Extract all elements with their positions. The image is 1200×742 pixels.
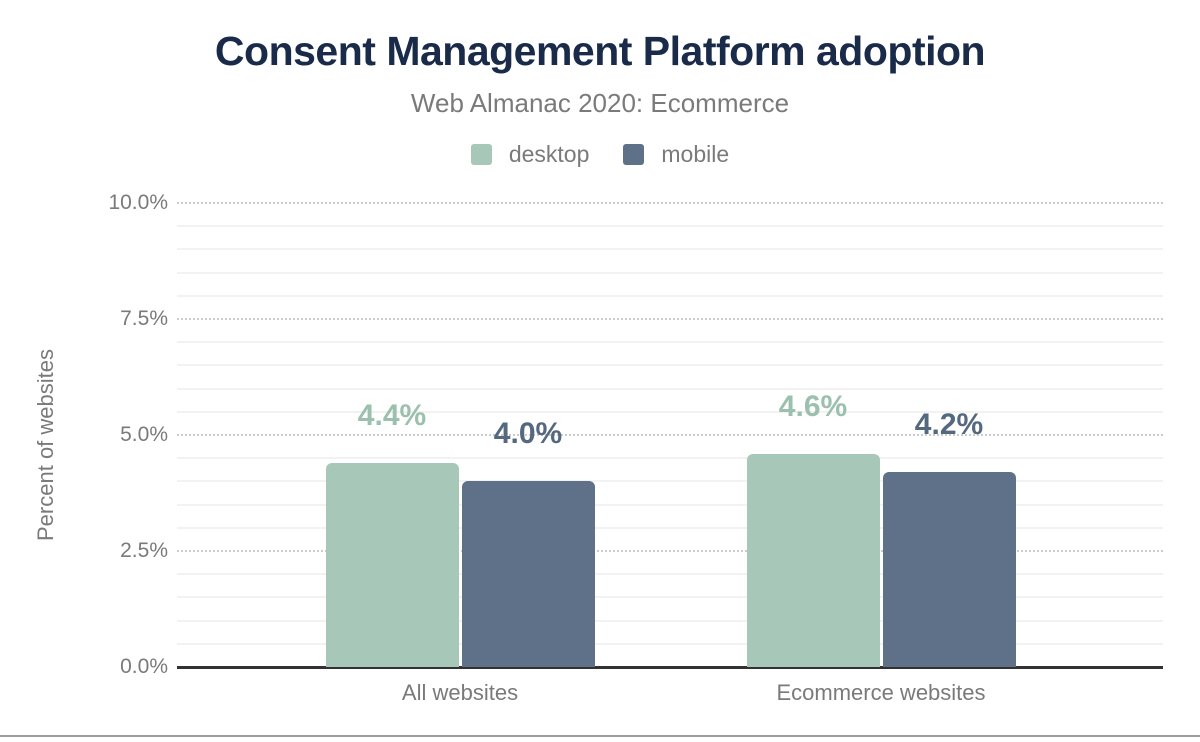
gridline-major — [177, 550, 1163, 552]
gridline-minor — [177, 225, 1163, 228]
gridline-minor — [177, 619, 1163, 622]
bar-value-label: 4.4% — [357, 398, 427, 432]
gridline-minor — [177, 410, 1163, 413]
plot-area: 4.4% 4.0% 4.6% 4.2% — [177, 202, 1163, 669]
chart-title: Consent Management Platform adoption — [214, 28, 986, 74]
bar-value-label: 4.0% — [493, 417, 563, 451]
bar-mobile — [461, 481, 595, 667]
legend-swatch-mobile-icon — [623, 144, 645, 165]
x-axis-line — [177, 666, 1163, 669]
bar-desktop — [746, 453, 880, 667]
gridline-minor — [177, 248, 1163, 251]
y-tick-label: 0.0% — [120, 655, 168, 678]
gridline-major — [177, 434, 1163, 436]
legend-label: desktop — [508, 141, 590, 167]
gridline-minor — [177, 294, 1163, 297]
legend-swatch-desktop-icon — [470, 144, 492, 165]
y-tick-label: 2.5% — [120, 539, 168, 562]
bar-value-label: 4.2% — [914, 408, 984, 442]
gridline-minor — [177, 387, 1163, 390]
gridline-minor — [177, 480, 1163, 483]
x-category-label: Ecommerce websites — [776, 680, 986, 705]
y-tick-label: 7.5% — [120, 307, 168, 330]
y-tick-label: 10.0% — [108, 191, 168, 214]
chart-subtitle: Web Almanac 2020: Ecommerce — [410, 88, 790, 118]
x-category-label: All websites — [401, 680, 519, 705]
bar-value-label: 4.6% — [778, 389, 848, 423]
legend-item-mobile: mobile — [623, 141, 729, 168]
gridline-minor — [177, 526, 1163, 529]
gridline-minor — [177, 271, 1163, 274]
footer-divider — [0, 735, 1200, 737]
gridline-minor — [177, 573, 1163, 576]
gridline-minor — [177, 503, 1163, 506]
gridline-minor — [177, 596, 1163, 599]
legend: desktop mobile — [0, 141, 1200, 168]
gridline-minor — [177, 364, 1163, 367]
gridline-major — [177, 202, 1163, 204]
legend-label: mobile — [661, 141, 730, 167]
gridline-minor — [177, 341, 1163, 344]
bar-desktop — [325, 462, 459, 667]
y-tick-label: 5.0% — [120, 423, 168, 446]
gridline-major — [177, 318, 1163, 320]
bar-mobile — [882, 472, 1016, 667]
gridline-minor — [177, 642, 1163, 645]
gridline-minor — [177, 457, 1163, 460]
legend-item-desktop: desktop — [470, 141, 590, 168]
